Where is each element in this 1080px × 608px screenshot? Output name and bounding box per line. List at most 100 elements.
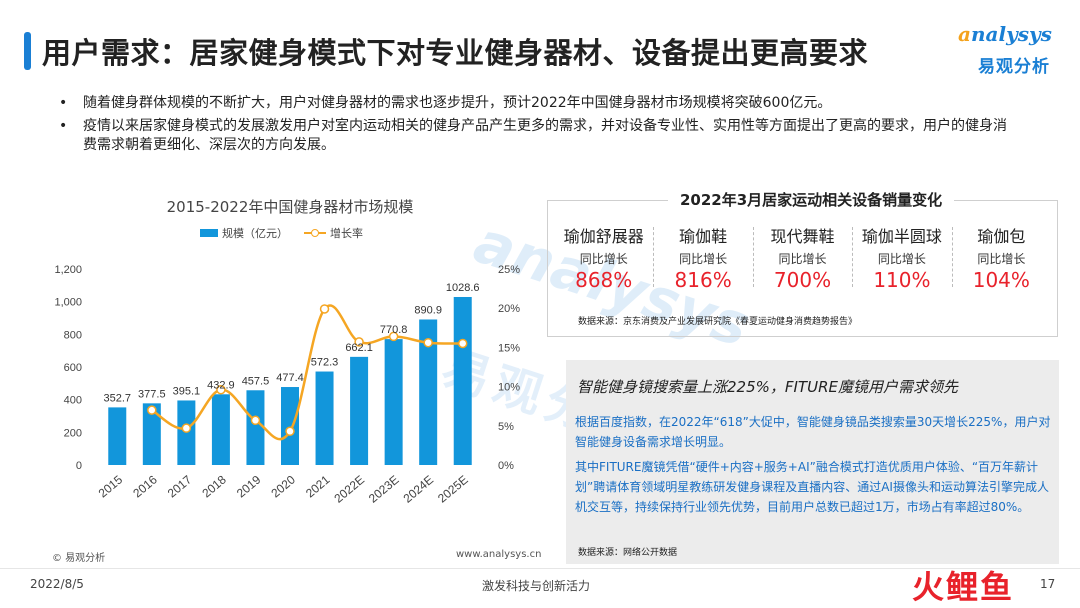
y-left-tick-label: 0 bbox=[76, 460, 82, 472]
sales-panel: 2022年3月居家运动相关设备销量变化 瑜伽舒展器 同比增长 868% 瑜伽鞋 … bbox=[547, 189, 1058, 337]
bullet-item: 随着健身群体规模的不断扩大，用户对健身器材的需求也逐步提升，预计2022年中国健… bbox=[55, 94, 1015, 113]
legend-bar: 规模（亿元） bbox=[200, 225, 288, 241]
growth-point bbox=[319, 304, 330, 314]
x-tick-label: 2019 bbox=[234, 472, 264, 500]
growth-point bbox=[354, 337, 364, 347]
mirror-paragraph-1: 根据百度指数，在2022年“618”大促中，智能健身镜品类搜索量30天增长225… bbox=[575, 415, 1051, 449]
chart-title: 2015-2022年中国健身器材市场规模 bbox=[166, 198, 414, 216]
y-left-tick-label: 1,200 bbox=[54, 264, 82, 276]
item-sub-label: 同比增长 bbox=[579, 252, 628, 266]
y-left-tick-label: 800 bbox=[64, 329, 82, 341]
bar-value-label: 377.5 bbox=[138, 388, 166, 400]
sales-title: 2022年3月居家运动相关设备销量变化 bbox=[668, 189, 955, 210]
y-right-tick-label: 25% bbox=[498, 264, 520, 276]
item-sub-label: 同比增长 bbox=[679, 252, 728, 266]
logo-wordmark: analysys bbox=[958, 22, 1052, 46]
sales-items: 瑜伽舒展器 同比增长 868% 瑜伽鞋 同比增长 816% 现代舞鞋 同比增长 … bbox=[554, 223, 1051, 292]
bar-value-label: 770.8 bbox=[380, 324, 408, 336]
growth-point bbox=[250, 415, 261, 426]
analysys-logo: analysys 易观分析 bbox=[958, 22, 1063, 82]
item-value: 700% bbox=[773, 268, 832, 292]
x-tick-label: 2022E bbox=[331, 473, 367, 506]
growth-point bbox=[147, 405, 157, 415]
item-value: 868% bbox=[575, 268, 633, 292]
bar bbox=[350, 356, 369, 465]
item-name: 瑜伽半圆球 bbox=[861, 227, 942, 246]
growth-point bbox=[388, 331, 399, 342]
mirror-paragraph-2: 其中FITURE魔镜凭借“硬件+内容+服务+AI”融合模式打造优质用户体验、“百… bbox=[575, 460, 1049, 514]
legend-line: 增长率 bbox=[304, 225, 363, 241]
bar bbox=[246, 390, 265, 465]
item-value: 110% bbox=[873, 268, 931, 292]
bar bbox=[419, 319, 438, 465]
x-tick-label: 2025E bbox=[435, 473, 471, 506]
x-tick-label: 2017 bbox=[165, 472, 195, 500]
item-sub-label: 同比增长 bbox=[977, 252, 1026, 266]
legend-bar-swatch bbox=[200, 229, 218, 237]
item-name: 瑜伽鞋 bbox=[679, 227, 728, 246]
sales-item: 瑜伽鞋 同比增长 816% bbox=[653, 223, 752, 292]
x-tick-label: 2024E bbox=[401, 473, 437, 506]
corner-logo: 火鲤鱼 bbox=[912, 568, 1015, 606]
bar bbox=[211, 394, 230, 465]
footer-slogan: 激发科技与创新活力 bbox=[482, 579, 591, 593]
item-value: 104% bbox=[972, 268, 1030, 292]
bar bbox=[142, 403, 161, 465]
bar-value-label: 572.3 bbox=[311, 357, 339, 369]
mirror-source: 数据来源：网络公开数据 bbox=[578, 548, 678, 558]
logo-chinese: 易观分析 bbox=[978, 57, 1050, 77]
bar-value-label: 477.4 bbox=[276, 372, 304, 384]
sales-item: 瑜伽舒展器 同比增长 868% bbox=[554, 223, 653, 292]
chart-legend: 规模（亿元） 增长率 bbox=[200, 225, 363, 241]
page-number: 17 bbox=[1040, 577, 1056, 591]
bar-value-label: 395.1 bbox=[173, 385, 201, 397]
bar-value-label: 352.7 bbox=[104, 392, 132, 404]
bar-value-label: 890.9 bbox=[414, 304, 442, 316]
y-left-tick-label: 600 bbox=[64, 362, 82, 374]
sales-source: 数据来源：京东消费及产业发展研究院《春夏运动健身消费趋势报告》 bbox=[578, 317, 858, 327]
legend-bar-label: 规模（亿元） bbox=[222, 227, 288, 240]
item-name: 瑜伽包 bbox=[977, 227, 1026, 246]
item-sub-label: 同比增长 bbox=[877, 252, 926, 266]
page-title: 用户需求：居家健身模式下对专业健身器材、设备提出更高要求 bbox=[42, 36, 869, 70]
x-tick-label: 2023E bbox=[366, 473, 402, 506]
footer-divider bbox=[0, 568, 1080, 569]
y-left-tick-label: 1,000 bbox=[54, 297, 82, 309]
smart-mirror-panel: 智能健身镜搜索量上涨225%，FITURE魔镜用户需求领先 根据百度指数，在20… bbox=[566, 360, 1059, 564]
bar bbox=[108, 407, 127, 465]
sales-item: 瑜伽半圆球 同比增长 110% bbox=[852, 223, 951, 292]
bullet-item: 疫情以来居家健身模式的发展激发用户对室内运动相关的健身产品产生更多的需求，并对设… bbox=[55, 117, 1015, 155]
x-tick-label: 2016 bbox=[130, 472, 160, 500]
bar-value-label: 432.9 bbox=[207, 379, 235, 391]
footer-date: 2022/8/5 bbox=[30, 577, 84, 591]
chart-source: © 易观分析 bbox=[52, 553, 106, 564]
x-tick-label: 2015 bbox=[96, 472, 126, 500]
chart-url: www.analysys.cn bbox=[456, 549, 542, 560]
sales-item: 现代舞鞋 同比增长 700% bbox=[752, 223, 852, 292]
y-right-tick-label: 15% bbox=[498, 342, 520, 354]
bar bbox=[281, 387, 299, 465]
x-tick-label: 2021 bbox=[303, 472, 333, 500]
y-right-tick-label: 0% bbox=[498, 460, 514, 472]
growth-point bbox=[216, 384, 226, 395]
item-sub-label: 同比增长 bbox=[778, 252, 827, 266]
x-tick-label: 2020 bbox=[268, 472, 298, 500]
growth-point bbox=[285, 426, 295, 437]
title-accent-bar bbox=[24, 32, 31, 70]
legend-line-label: 增长率 bbox=[330, 227, 363, 240]
growth-point bbox=[423, 337, 433, 348]
bar bbox=[315, 371, 334, 465]
bar-value-label: 1028.6 bbox=[446, 282, 480, 294]
bar bbox=[453, 296, 472, 465]
y-left-tick-label: 400 bbox=[64, 395, 82, 407]
growth-line bbox=[151, 304, 463, 441]
y-right-tick-label: 20% bbox=[498, 303, 520, 315]
legend-line-swatch bbox=[304, 228, 326, 238]
growth-point bbox=[457, 338, 468, 349]
bar-value-label: 457.5 bbox=[242, 375, 270, 387]
item-name: 瑜伽舒展器 bbox=[563, 227, 644, 246]
bullet-list: 随着健身群体规模的不断扩大，用户对健身器材的需求也逐步提升，预计2022年中国健… bbox=[55, 94, 1015, 159]
bar-value-label: 662.1 bbox=[345, 342, 373, 354]
y-left-tick-label: 200 bbox=[64, 427, 82, 439]
item-value: 816% bbox=[674, 268, 732, 292]
